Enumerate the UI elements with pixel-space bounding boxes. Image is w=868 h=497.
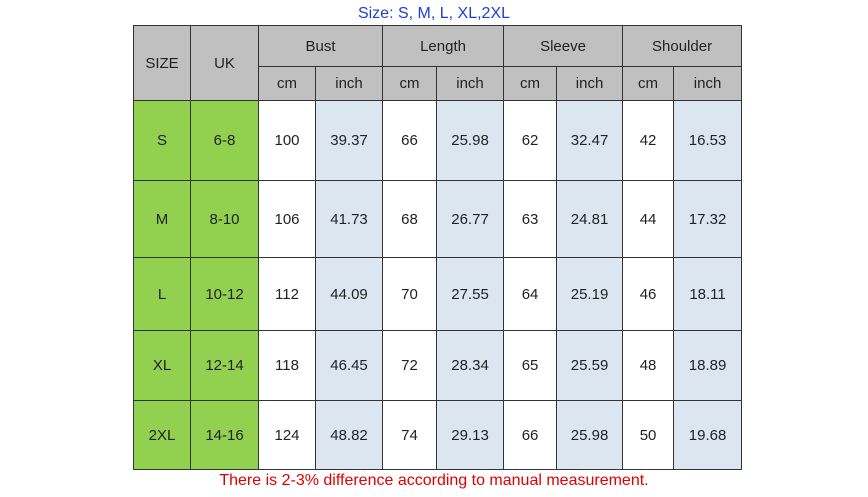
measure-cell: 18.89: [673, 330, 743, 401]
measure-cell: 24.81: [556, 180, 624, 258]
size-table: SIZE UK Bust Length Sleeve Shoulder cm inch cm in…: [133, 25, 743, 470]
measure-cell: 74: [382, 400, 438, 470]
measure-cell: 25.59: [556, 330, 624, 401]
group-header: Sleeve: [503, 25, 624, 67]
header-cell: SIZE: [133, 25, 191, 101]
subheader-row: cm inch cm inch cm inch cm inch: [134, 66, 743, 101]
subheader-cell: inch: [556, 66, 624, 101]
measure-cell: 106: [258, 180, 316, 258]
subheader-cell: inch: [436, 66, 505, 101]
size-cell: 10-12: [190, 257, 259, 331]
measure-cell: 32.47: [556, 100, 624, 181]
measure-cell: 50: [622, 400, 675, 470]
title: Size: S, M, L, XL,2XL: [357, 5, 511, 22]
data-row: S 6-8 100 39.37 66 25.98 62 32.47 42 16.53: [133, 100, 743, 181]
measure-cell: 19.68: [673, 400, 743, 470]
measure-cell: 112: [258, 257, 316, 331]
measure-cell: 72: [382, 330, 438, 401]
measure-cell: 66: [503, 400, 558, 470]
group-header: Length: [382, 25, 505, 67]
measure-cell: 46.45: [314, 330, 384, 401]
data-row: M 8-10 106 41.73 68 26.77 63 24.81 44 17.32: [133, 180, 743, 258]
measure-cell: 63: [503, 180, 558, 258]
header-row: SIZE UK Bust Length Sleeve Shoulder: [133, 25, 743, 101]
data-row: 2XL 14-16 124 48.82 74 29.13 66 25.98 50 19.68: [133, 400, 743, 470]
size-cell: 6-8: [190, 100, 259, 181]
measure-cell: 39.37: [314, 100, 384, 181]
subheader-cell: cm: [258, 66, 316, 101]
measure-cell: 62: [503, 100, 558, 181]
measure-cell: 16.53: [673, 100, 743, 181]
subheader-cell: cm: [622, 66, 675, 101]
measure-cell: 26.77: [436, 180, 505, 258]
size-cell: 8-10: [190, 180, 259, 258]
subheader-cell: cm: [503, 66, 558, 101]
measure-cell: 18.11: [673, 257, 743, 331]
size-cell: M: [133, 180, 191, 258]
subheader-cell: cm: [382, 66, 438, 101]
measure-cell: 68: [382, 180, 438, 258]
measure-cell: 42: [622, 100, 675, 181]
measure-cell: 48.82: [314, 400, 384, 470]
measure-cell: 27.55: [436, 257, 505, 331]
subheader-cell: inch: [673, 66, 743, 101]
measure-cell: 100: [258, 100, 316, 181]
size-cell: 12-14: [190, 330, 259, 401]
measure-cell: 29.13: [436, 400, 505, 470]
measure-cell: 64: [503, 257, 558, 331]
size-cell: XL: [133, 330, 191, 401]
measure-cell: 28.34: [436, 330, 505, 401]
measure-cell: 124: [258, 400, 316, 470]
measure-cell: 44.09: [314, 257, 384, 331]
measure-cell: 25.19: [556, 257, 624, 331]
data-row: XL 12-14 118 46.45 72 28.34 65 25.59 48 18.89: [133, 330, 743, 401]
group-header: Shoulder: [622, 25, 743, 67]
group-header: Bust: [257, 25, 384, 67]
header-cell: UK: [190, 25, 259, 101]
size-cell: S: [133, 100, 191, 181]
measure-cell: 118: [258, 330, 316, 401]
size-cell: 14-16: [190, 400, 259, 470]
measure-cell: 25.98: [436, 100, 505, 181]
measure-cell: 70: [382, 257, 438, 331]
measure-cell: 66: [382, 100, 438, 181]
size-cell: 2XL: [133, 400, 191, 470]
measure-cell: 44: [622, 180, 675, 258]
measure-cell: 17.32: [673, 180, 743, 258]
measure-cell: 25.98: [556, 400, 624, 470]
measure-cell: 48: [622, 330, 675, 401]
data-row: L 10-12 112 44.09 70 27.55 64 25.19 46 18.11: [133, 257, 743, 331]
measure-cell: 46: [622, 257, 675, 331]
subheader-cell: inch: [314, 66, 384, 101]
measure-cell: 65: [503, 330, 558, 401]
note: There is 2-3% difference according to ma…: [219, 472, 649, 489]
size-cell: L: [133, 257, 191, 331]
measure-cell: 41.73: [314, 180, 384, 258]
